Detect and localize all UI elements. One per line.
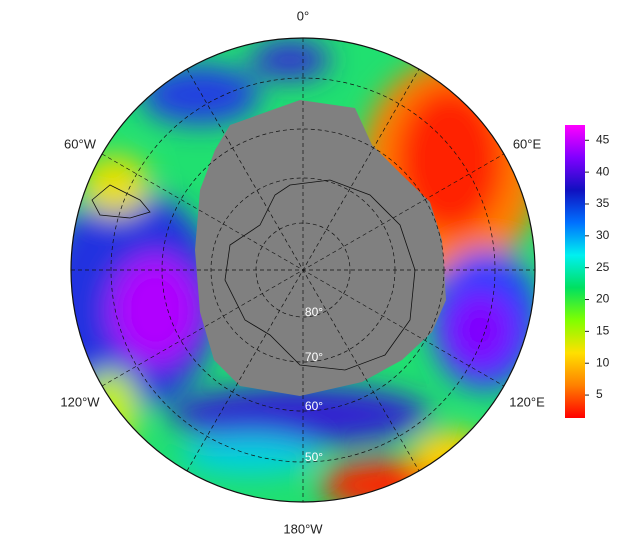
meridian (186, 68, 420, 472)
longitude-label: 120°E (509, 394, 545, 409)
longitude-label: 60°E (513, 136, 542, 151)
coastline (224, 179, 416, 371)
antarctica (195, 100, 446, 396)
latitude-label: 50° (305, 450, 323, 464)
latitude-label: 80° (305, 305, 323, 319)
colorbar-tick-label: 10 (596, 355, 610, 369)
colorbar-tick-label: 15 (596, 324, 610, 338)
latitude-label: 70° (305, 350, 323, 364)
parallel (161, 128, 445, 412)
graticule (71, 38, 535, 502)
longitude-label: 60°W (64, 136, 97, 151)
colorbar-tick-label: 45 (596, 132, 610, 146)
longitude-label: 0° (297, 8, 309, 23)
colorbar-tick-label: 25 (596, 260, 610, 274)
parallel (110, 77, 496, 463)
longitude-label: 120°W (60, 394, 100, 409)
latitude-label: 60° (305, 399, 323, 413)
colorbar-tick-label: 20 (596, 292, 610, 306)
colorbar-tick-label: 30 (596, 228, 610, 242)
colorbar-tick-label: 40 (596, 164, 610, 178)
colorbar (565, 125, 585, 418)
parallel (210, 177, 396, 363)
coastline (91, 184, 151, 219)
parallel (255, 222, 351, 318)
longitude-label: 180°W (283, 521, 323, 536)
map-border (70, 37, 536, 503)
colorbar-tick-label: 35 (596, 196, 610, 210)
colorbar-tick-label: 5 (596, 387, 603, 401)
